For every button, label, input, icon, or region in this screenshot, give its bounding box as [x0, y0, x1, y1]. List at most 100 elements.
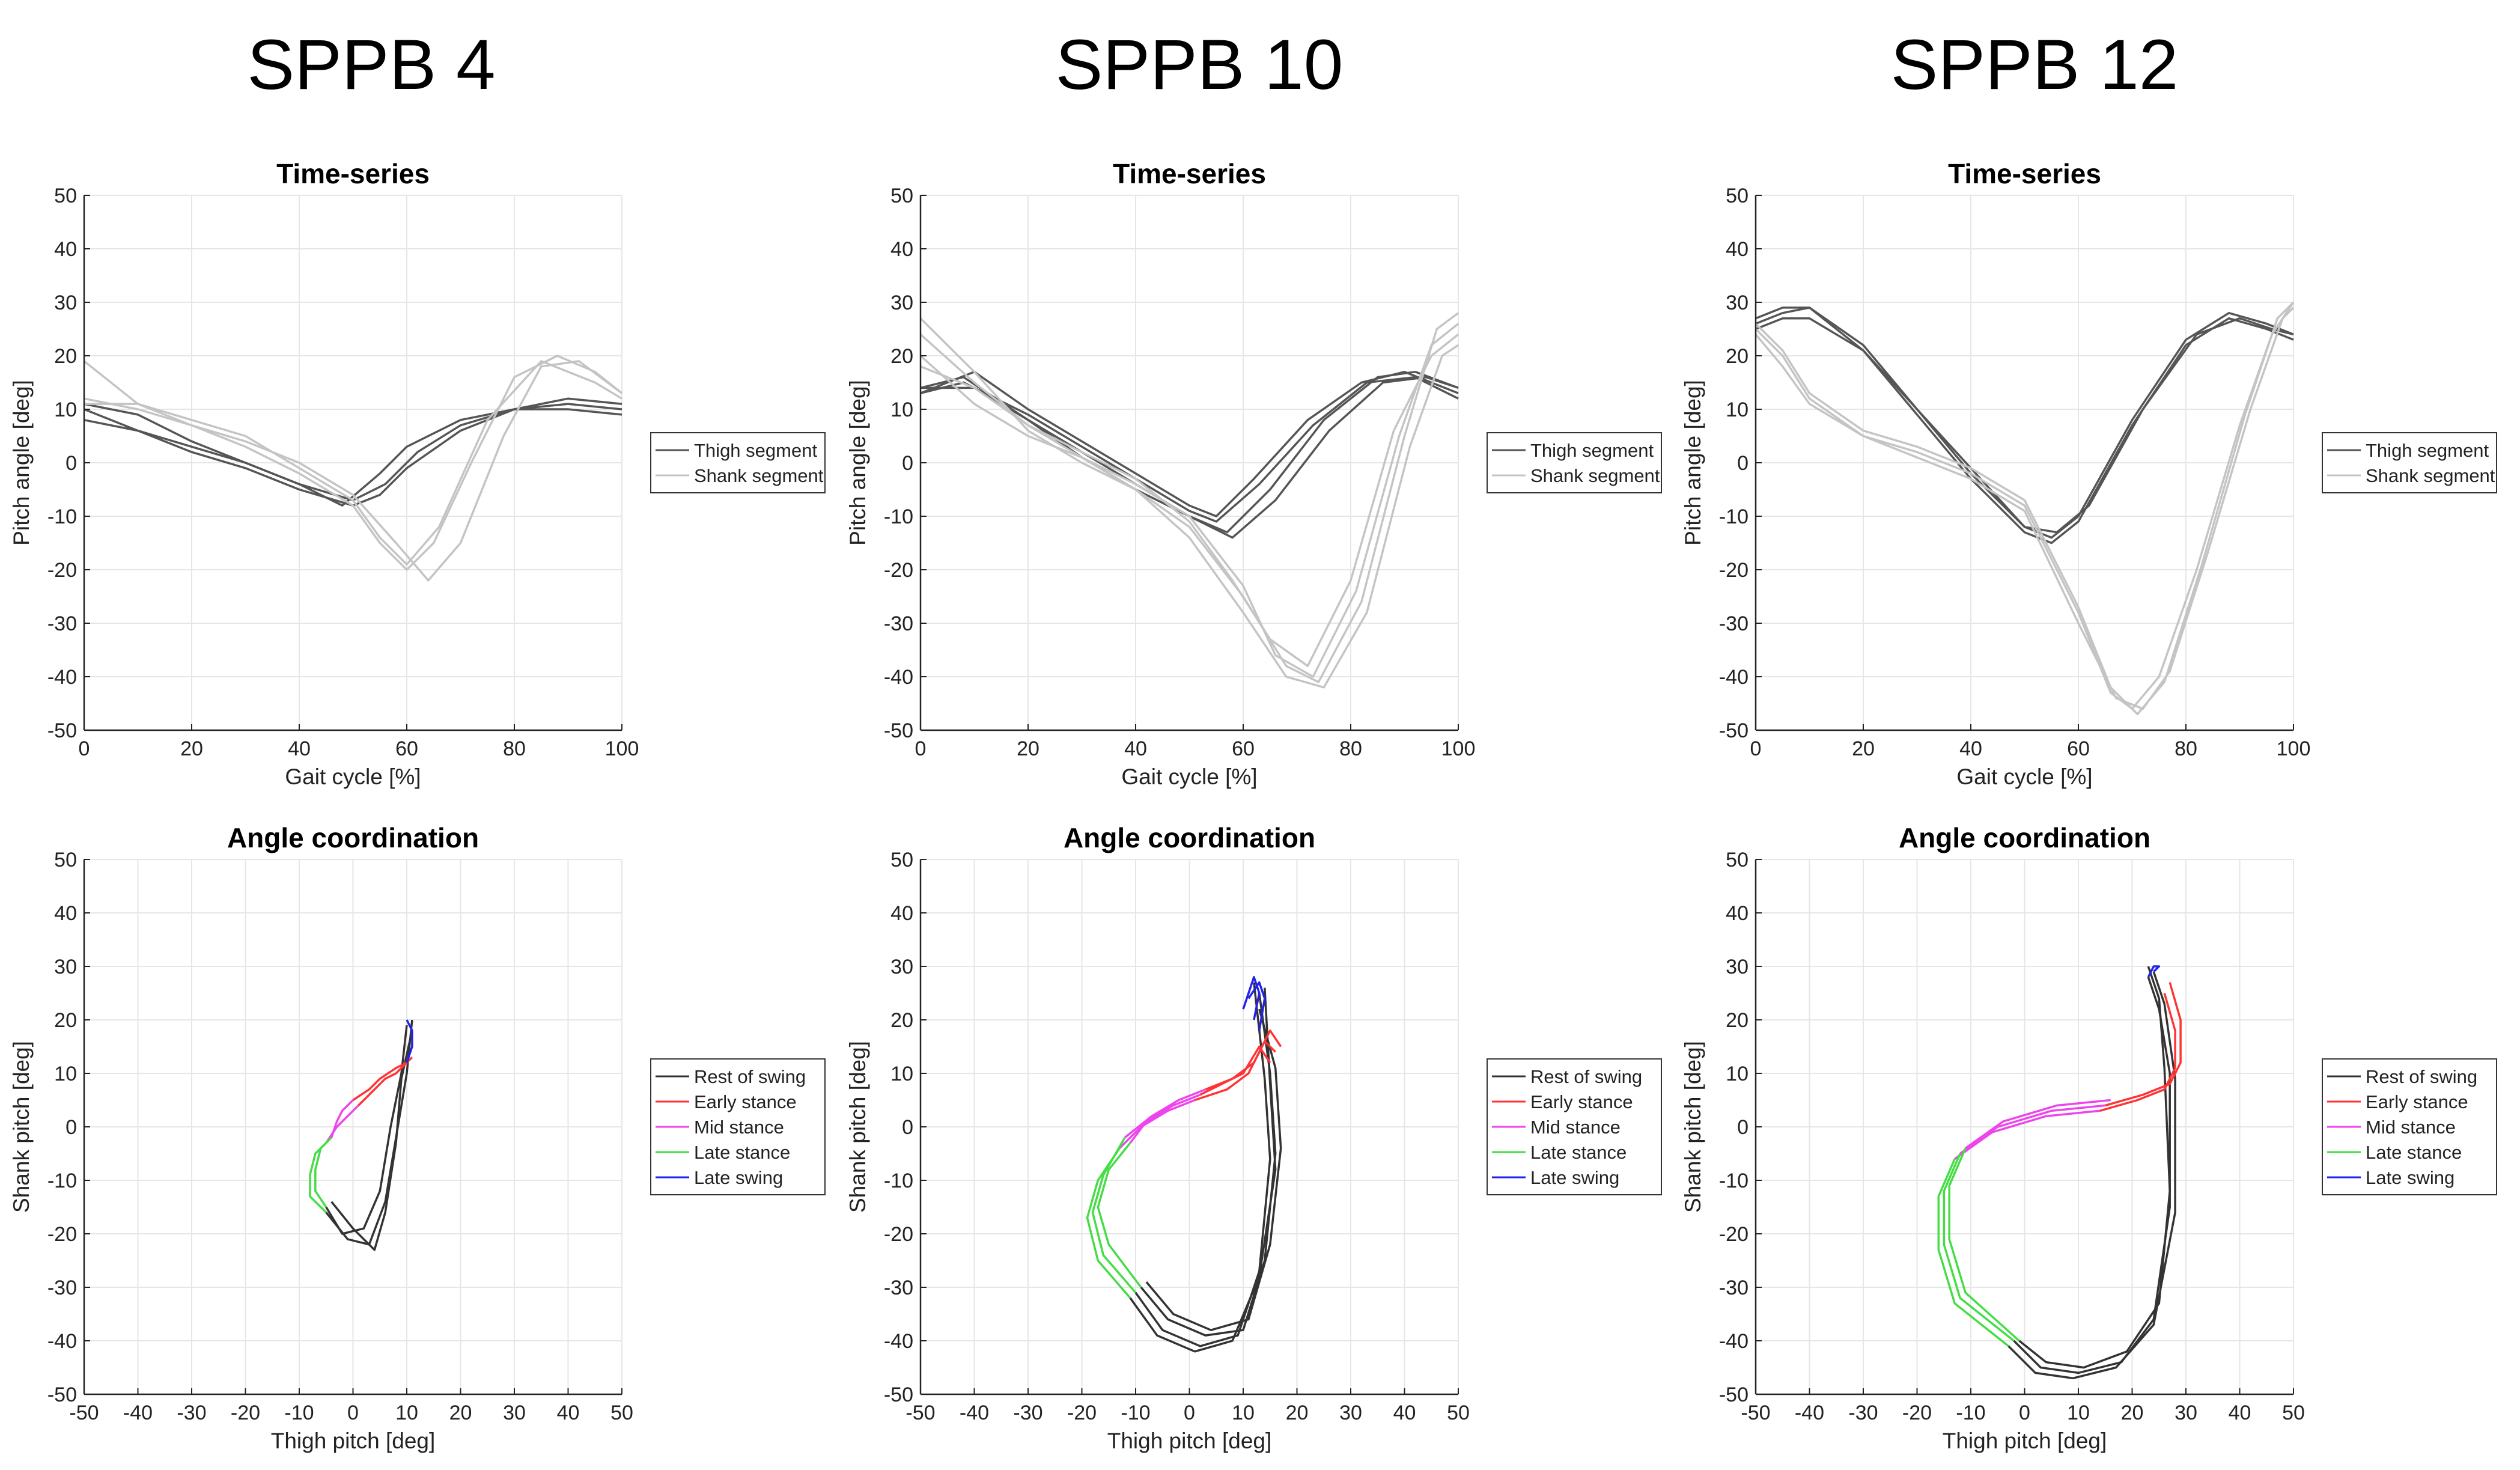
x-tick-label: 50 [610, 1401, 633, 1424]
series-line-late-swing-14 [1242, 976, 1261, 1020]
y-tick-label: -30 [1719, 612, 1748, 635]
x-tick-label: -10 [1956, 1401, 1985, 1424]
y-tick-label: 30 [1726, 956, 1748, 978]
series-line-rest-of-swing-0 [325, 1025, 408, 1235]
legend-label-late-stance: Late stance [1530, 1142, 1627, 1163]
series-line-shank-segment-3 [1755, 302, 2295, 710]
column-title-sppb12: SPPB 12 [1890, 25, 2179, 105]
chart-ts-sppb10: 0 20 40 60 80 100 -50 -40 -30 -20 -10 0 10 20 30 40 50 Ti… [845, 158, 1662, 789]
chart-ac-sppb10: -50 -40 -30 -20 -10 0 10 20 30 40 50 -50 -40 -30 -20 -1… [845, 822, 1662, 1453]
y-tick-label: 50 [54, 185, 77, 207]
series-line-early-stance-4 [2099, 993, 2176, 1112]
series-line-rest-of-swing-3 [1145, 1008, 1282, 1331]
legend: Rest of swing Early stance Mid stance Late … [1487, 1058, 1662, 1195]
legend: Thigh segment Shank segment [1487, 432, 1662, 493]
series-line-thigh-segment-2 [920, 370, 1459, 517]
y-axis-label: Shank pitch [deg] [9, 1041, 34, 1213]
y-tick-label: -20 [47, 1223, 77, 1246]
series-line-early-stance-3 [352, 1061, 407, 1101]
y-tick-label: 40 [1726, 902, 1748, 925]
x-tick-label: -50 [69, 1401, 99, 1424]
x-tick-label: 20 [180, 737, 203, 760]
x-tick-label: 100 [2277, 737, 2311, 760]
y-tick-label: 20 [54, 345, 77, 368]
legend-label-early-stance: Early stance [2366, 1091, 2468, 1112]
legend-label-late-swing: Late swing [2366, 1167, 2455, 1188]
y-tick-label: 0 [65, 1116, 77, 1139]
x-axis-label: Thigh pitch [deg] [1943, 1429, 2107, 1453]
series-line-mid-stance-8 [1124, 1088, 1206, 1139]
y-tick-label: -40 [47, 666, 77, 689]
x-tick-label: 100 [605, 737, 639, 760]
x-tick-label: 0 [915, 737, 927, 760]
y-tick-label: 40 [54, 902, 77, 925]
series-line-late-stance-12 [1086, 1147, 1131, 1299]
legend-label-shank-segment: Shank segment [2366, 465, 2495, 486]
series-line-late-stance-9 [1937, 1158, 2009, 1347]
x-tick-label: 30 [1339, 1401, 1362, 1424]
x-tick-label: -30 [1848, 1401, 1878, 1424]
chart-title: Angle coordination [1899, 822, 2150, 853]
y-axis-label: Shank pitch [deg] [1681, 1041, 1705, 1213]
x-tick-label: -20 [1067, 1401, 1097, 1424]
series-line-late-stance-8 [1943, 1153, 2015, 1342]
y-tick-label: 10 [1726, 1063, 1748, 1085]
series-line-shank-segment-4 [84, 360, 623, 582]
legend-label-late-swing: Late swing [694, 1167, 783, 1188]
x-tick-label: 20 [1286, 1401, 1309, 1424]
x-tick-label: 80 [503, 737, 526, 760]
x-axis-label: Gait cycle [%] [285, 764, 421, 789]
legend-label-thigh-segment: Thigh segment [694, 440, 817, 461]
x-tick-label: 60 [2067, 737, 2090, 760]
series-line-mid-stance-5 [330, 1099, 354, 1138]
series-line-early-stance-4 [358, 1057, 413, 1106]
legend-label-early-stance: Early stance [694, 1091, 797, 1112]
x-tick-label: 0 [79, 737, 90, 760]
series-line-mid-stance-9 [1118, 1099, 1196, 1149]
x-tick-label: 10 [2067, 1401, 2090, 1424]
y-tick-label: 50 [1726, 849, 1748, 871]
x-tick-label: 30 [503, 1401, 526, 1424]
x-tick-label: 30 [2175, 1401, 2197, 1424]
legend-label-mid-stance: Mid stance [1530, 1117, 1621, 1138]
y-tick-label: -40 [1719, 1330, 1748, 1353]
series-line-shank-segment-4 [1755, 301, 2295, 716]
x-tick-label: 60 [395, 737, 418, 760]
series-line-mid-stance-7 [1965, 1099, 2111, 1150]
x-axis-label: Thigh pitch [deg] [271, 1429, 436, 1453]
series-line-early-stance-4 [1199, 1045, 1271, 1096]
y-tick-label: -50 [1719, 719, 1748, 742]
legend: Thigh segment Shank segment [2322, 432, 2497, 493]
legend-box [1487, 432, 1662, 493]
series-line-shank-segment-5 [1755, 307, 2295, 710]
y-tick-label: -30 [884, 612, 913, 635]
series-line-thigh-segment-0 [1755, 307, 2294, 539]
chart-title: Angle coordination [227, 822, 479, 853]
series-line-thigh-segment-2 [84, 403, 622, 502]
x-tick-label: -40 [1795, 1401, 1824, 1424]
y-tick-label: -20 [1719, 559, 1748, 582]
series-line-thigh-segment-0 [920, 370, 1459, 534]
series-line-thigh-segment-3 [921, 376, 1459, 539]
legend-label-mid-stance: Mid stance [694, 1117, 784, 1138]
x-tick-label: 40 [557, 1401, 580, 1424]
series-line-shank-segment-7 [920, 334, 1459, 667]
series-line-rest-of-swing-2 [2018, 966, 2171, 1369]
y-tick-label: 0 [65, 452, 77, 475]
x-tick-label: 10 [1232, 1401, 1255, 1424]
series-line-late-stance-11 [1091, 1136, 1137, 1294]
y-tick-label: 0 [902, 452, 913, 475]
legend-label-late-swing: Late swing [1530, 1167, 1619, 1188]
y-tick-label: 30 [890, 956, 913, 978]
y-tick-label: 50 [1726, 185, 1748, 207]
y-tick-label: 10 [890, 1063, 913, 1085]
series-line-shank-segment-5 [84, 360, 622, 566]
x-tick-label: 60 [1232, 737, 1255, 760]
series-line-mid-stance-6 [1954, 1109, 2100, 1160]
legend-label-mid-stance: Mid stance [2366, 1117, 2456, 1138]
series-line-early-stance-6 [1194, 1040, 1276, 1102]
series-line-rest-of-swing-2 [1129, 987, 1277, 1353]
x-tick-label: 80 [2175, 737, 2197, 760]
series-line-mid-stance-7 [1129, 1093, 1201, 1144]
y-tick-label: 40 [54, 238, 77, 261]
